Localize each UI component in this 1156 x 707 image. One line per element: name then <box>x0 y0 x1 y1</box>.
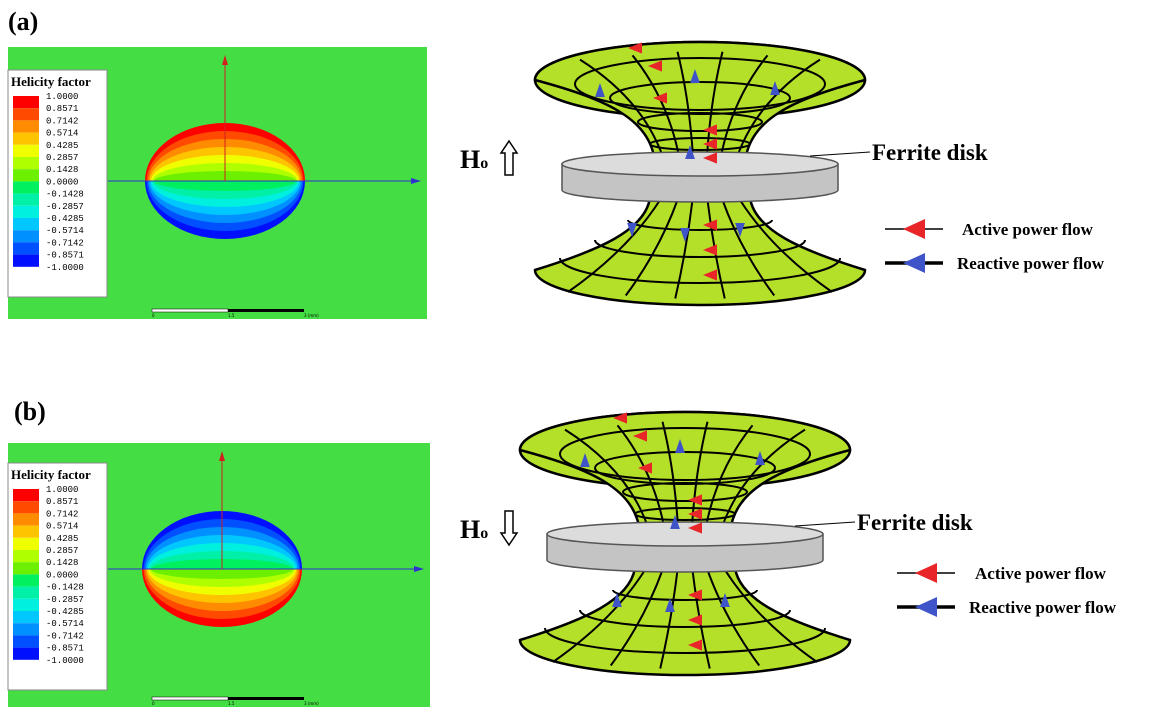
legend-arrow <box>915 597 937 617</box>
legend-swatch <box>13 157 39 169</box>
legend-value: -0.8571 <box>46 644 84 654</box>
legend-value: 0.7142 <box>46 509 78 519</box>
legend-swatch <box>13 538 39 550</box>
legend-value: 0.2857 <box>46 546 78 556</box>
legend-swatch <box>13 648 39 660</box>
scale-bar <box>152 309 228 312</box>
field-symbol: H <box>460 145 480 174</box>
disk-top <box>562 152 838 176</box>
legend-swatch <box>13 206 39 218</box>
legend-label: Active power flow <box>975 564 1107 583</box>
legend-swatch <box>13 513 39 525</box>
field-subscript: o <box>480 155 488 172</box>
legend-swatch <box>13 611 39 623</box>
page: {"panels": [ {"label": "(a)", "map": {"l… <box>0 0 1156 707</box>
legend-value: -0.4285 <box>46 607 84 617</box>
legend-value: -0.5714 <box>46 226 84 236</box>
legend-value: 0.0000 <box>46 570 78 580</box>
panel-label: (b) <box>14 397 46 426</box>
disk-leader <box>795 522 855 526</box>
legend-value: 0.8571 <box>46 497 78 507</box>
legend-value: 0.5714 <box>46 522 78 532</box>
legend-value: 0.8571 <box>46 104 78 114</box>
scale-label: 3 (mm) <box>304 701 319 706</box>
legend-swatch <box>13 194 39 206</box>
legend-value: 1.0000 <box>46 92 78 102</box>
legend-title: Helicity factor <box>11 467 91 482</box>
legend-value: -0.1428 <box>46 583 84 593</box>
legend-swatch <box>13 599 39 611</box>
legend-label: Reactive power flow <box>969 598 1117 617</box>
legend-swatch <box>13 255 39 267</box>
panel-label: (a) <box>8 7 38 36</box>
legend-swatch <box>13 526 39 538</box>
legend-label: Active power flow <box>962 220 1094 239</box>
legend-value: -0.7142 <box>46 631 84 641</box>
scale-bar <box>228 697 304 700</box>
legend-swatch <box>13 574 39 586</box>
field-subscript: o <box>480 525 488 542</box>
legend-title: Helicity factor <box>11 74 91 89</box>
legend-value: -1.0000 <box>46 263 84 273</box>
legend-value: 0.5714 <box>46 129 78 139</box>
scale-label: 3 (mm) <box>304 313 319 318</box>
legend-swatch <box>13 489 39 501</box>
scale-label: 1.5 <box>228 701 235 706</box>
legend-arrow <box>903 219 925 239</box>
legend-swatch <box>13 550 39 562</box>
legend-arrow <box>915 563 937 583</box>
power-flow-diagram: Ho Ferrite disk Active power flow Reactive … <box>460 412 1117 675</box>
legend-value: 1.0000 <box>46 485 78 495</box>
field-arrow <box>501 511 517 545</box>
figure: (a)01.53 (mm)Helicity factor1.00000.8571… <box>0 0 1156 707</box>
field-arrow <box>501 141 517 175</box>
scale-label: 1.5 <box>228 313 235 318</box>
field-symbol: H <box>460 515 480 544</box>
legend-value: 0.7142 <box>46 116 78 126</box>
legend-swatch <box>13 562 39 574</box>
legend-value: -0.5714 <box>46 619 84 629</box>
legend-swatch <box>13 96 39 108</box>
power-flow-diagram: Ho Ferrite disk Active power flow Reactive … <box>460 42 1105 305</box>
legend-swatch <box>13 218 39 230</box>
legend-value: 0.4285 <box>46 534 78 544</box>
scale-bar <box>228 309 304 312</box>
legend-swatch <box>13 120 39 132</box>
legend-arrow <box>903 253 925 273</box>
legend-swatch <box>13 587 39 599</box>
lower-bell <box>520 568 850 675</box>
legend-value: 0.2857 <box>46 153 78 163</box>
legend-value: 0.1428 <box>46 558 78 568</box>
scale-bar <box>152 697 228 700</box>
legend-value: -0.8571 <box>46 251 84 261</box>
legend-swatch <box>13 133 39 145</box>
legend-value: 0.4285 <box>46 141 78 151</box>
disk-label: Ferrite disk <box>857 510 973 535</box>
legend-swatch <box>13 108 39 120</box>
legend-value: -0.1428 <box>46 190 84 200</box>
legend-value: 0.0000 <box>46 177 78 187</box>
legend-value: -0.4285 <box>46 214 84 224</box>
legend-swatch <box>13 242 39 254</box>
field-label: Ho <box>460 515 488 544</box>
legend-value: -0.2857 <box>46 595 84 605</box>
legend-swatch <box>13 145 39 157</box>
legend-swatch <box>13 169 39 181</box>
legend-value: 0.1428 <box>46 165 78 175</box>
disk-label: Ferrite disk <box>872 140 988 165</box>
legend-swatch <box>13 501 39 513</box>
legend-value: -0.2857 <box>46 202 84 212</box>
legend-swatch <box>13 230 39 242</box>
disk-top <box>547 522 823 546</box>
legend-value: -0.7142 <box>46 238 84 248</box>
legend-label: Reactive power flow <box>957 254 1105 273</box>
field-label: Ho <box>460 145 488 174</box>
legend-swatch <box>13 181 39 193</box>
lower-bell <box>535 198 865 305</box>
legend-swatch <box>13 623 39 635</box>
legend-swatch <box>13 635 39 647</box>
legend-value: -1.0000 <box>46 656 84 666</box>
disk-leader <box>810 152 870 156</box>
